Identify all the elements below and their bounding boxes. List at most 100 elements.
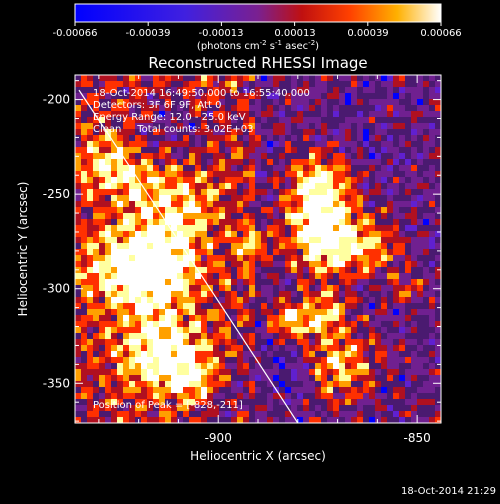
heatmap-cell <box>117 75 124 82</box>
heatmap-cell <box>423 387 430 394</box>
heatmap-cell <box>165 201 172 208</box>
heatmap-cell <box>429 141 436 148</box>
heatmap-cell <box>435 363 441 370</box>
heatmap-cell <box>159 369 166 376</box>
heatmap-cell <box>327 195 334 202</box>
heatmap-cell <box>261 225 268 232</box>
heatmap-cell <box>249 363 256 370</box>
heatmap-cell <box>111 345 118 352</box>
heatmap-cell <box>165 123 172 130</box>
heatmap-cell <box>99 81 106 88</box>
heatmap-cell <box>273 381 280 388</box>
heatmap-cell <box>225 303 232 310</box>
heatmap-cell <box>189 237 196 244</box>
heatmap-cell <box>435 111 441 118</box>
heatmap-cell <box>135 189 142 196</box>
heatmap-cell <box>369 225 376 232</box>
heatmap-cell <box>375 111 382 118</box>
heatmap-cell <box>111 351 118 358</box>
heatmap-cell <box>429 243 436 250</box>
heatmap-cell <box>123 213 130 220</box>
heatmap-cell <box>81 363 88 370</box>
heatmap-cell <box>399 369 406 376</box>
heatmap-cell <box>369 249 376 256</box>
heatmap-cell <box>309 93 316 100</box>
heatmap-cell <box>171 333 178 340</box>
heatmap-cell <box>111 213 118 220</box>
heatmap-cell <box>75 171 82 178</box>
heatmap-cell <box>267 129 274 136</box>
heatmap-cell <box>345 195 352 202</box>
heatmap-cell <box>237 369 244 376</box>
heatmap-cell <box>291 171 298 178</box>
heatmap-cell <box>159 243 166 250</box>
heatmap-cell <box>333 309 340 316</box>
heatmap-cell <box>243 225 250 232</box>
heatmap-cell <box>255 387 262 394</box>
heatmap-cell <box>171 369 178 376</box>
heatmap-cell <box>333 219 340 226</box>
heatmap-cell <box>201 393 208 400</box>
heatmap-cell <box>387 303 394 310</box>
heatmap-cell <box>333 189 340 196</box>
heatmap-cell <box>327 183 334 190</box>
heatmap-cell <box>81 351 88 358</box>
heatmap-cell <box>369 111 376 118</box>
y-tick-labels: -200-250-300-350 <box>43 93 70 391</box>
heatmap-cell <box>195 105 202 112</box>
heatmap-cell <box>171 357 178 364</box>
heatmap-cell <box>327 129 334 136</box>
heatmap-cell <box>207 75 214 82</box>
heatmap-cell <box>303 135 310 142</box>
heatmap-cell <box>183 315 190 322</box>
heatmap-cell <box>225 81 232 88</box>
heatmap-cell <box>261 231 268 238</box>
heatmap-cell <box>189 129 196 136</box>
heatmap-cell <box>435 309 441 316</box>
heatmap-cell <box>141 213 148 220</box>
heatmap-cell <box>123 267 130 274</box>
heatmap-cell <box>177 171 184 178</box>
heatmap-cell <box>339 123 346 130</box>
heatmap-cell <box>249 303 256 310</box>
heatmap-cell <box>267 123 274 130</box>
heatmap-cell <box>315 267 322 274</box>
heatmap-cell <box>351 267 358 274</box>
heatmap-cell <box>375 327 382 334</box>
heatmap-cell <box>249 99 256 106</box>
heatmap-cell <box>405 207 412 214</box>
heatmap-cell <box>405 111 412 118</box>
heatmap-cell <box>417 417 424 423</box>
heatmap-cell <box>429 405 436 412</box>
heatmap-cell <box>93 237 100 244</box>
heatmap-cell <box>165 363 172 370</box>
heatmap-cell <box>375 333 382 340</box>
heatmap-cell <box>153 165 160 172</box>
heatmap-cell <box>423 351 430 358</box>
heatmap-cell <box>405 93 412 100</box>
colorbar-tick-label: 0.00066 <box>420 28 461 39</box>
heatmap-cell <box>249 375 256 382</box>
heatmap-cell <box>159 357 166 364</box>
heatmap-cell <box>243 111 250 118</box>
heatmap-cell <box>93 363 100 370</box>
heatmap-cell <box>81 87 88 94</box>
heatmap-cell <box>321 93 328 100</box>
heatmap-cell <box>273 123 280 130</box>
heatmap-cell <box>189 87 196 94</box>
heatmap-cell <box>267 183 274 190</box>
heatmap-cell <box>183 201 190 208</box>
heatmap-cell <box>189 297 196 304</box>
heatmap-cell <box>213 315 220 322</box>
heatmap-cell <box>375 141 382 148</box>
heatmap-cell <box>81 279 88 286</box>
heatmap-cell <box>117 177 124 184</box>
heatmap-cell <box>261 81 268 88</box>
heatmap-cell <box>291 375 298 382</box>
heatmap-cell <box>165 75 172 82</box>
heatmap-cell <box>129 81 136 88</box>
heatmap-cell <box>165 327 172 334</box>
heatmap-cell <box>429 369 436 376</box>
heatmap-cell <box>399 387 406 394</box>
heatmap-cell <box>207 87 214 94</box>
